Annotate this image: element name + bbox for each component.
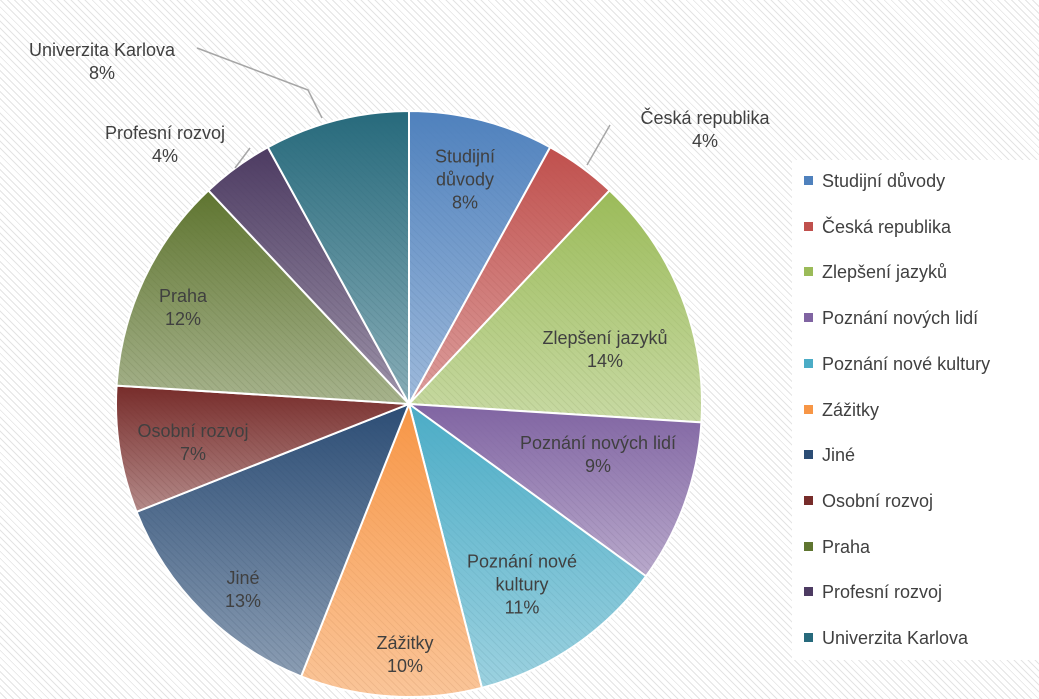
- legend-label: Praha: [822, 536, 871, 557]
- legend-item: Profesní rozvoj: [804, 582, 942, 603]
- legend-item: Poznání nové kultury: [804, 354, 990, 375]
- pie-slice: [115, 188, 412, 406]
- data-label: Univerzita Karlova 8%: [29, 39, 175, 85]
- legend-label: Studijní důvody: [822, 171, 946, 191]
- legend-item: Česká republika: [804, 217, 951, 238]
- data-label: Poznání nových lidí 9%: [520, 432, 676, 478]
- category-label: Zážitky: [376, 633, 434, 653]
- legend-item: Praha: [804, 537, 870, 558]
- legend-label: Univerzita Karlova: [822, 628, 969, 648]
- legend-item: Zlepšení jazyků: [804, 262, 947, 283]
- legend-swatch: [804, 587, 813, 597]
- legend: Studijní důvody Česká republika Zlepšení j…: [792, 160, 1039, 660]
- legend-label: Osobní rozvoj: [822, 490, 934, 511]
- category-label: Poznání nové kultury: [466, 551, 578, 595]
- category-label: Univerzita Karlova: [28, 40, 176, 60]
- value-label: 13%: [224, 591, 262, 611]
- category-label: Česká republika: [640, 108, 770, 128]
- value-label: 4%: [691, 131, 719, 151]
- value-label: 11%: [504, 597, 540, 618]
- pie-slice: [299, 400, 484, 698]
- data-label: Česká republika 4%: [640, 107, 769, 153]
- pie-slice: [405, 402, 703, 578]
- legend-label: Zážitky: [822, 399, 880, 420]
- legend-swatch: [804, 313, 813, 323]
- legend-item: Zážitky: [804, 400, 879, 421]
- pie-slice: [407, 401, 648, 690]
- data-label: Zážitky 10%: [376, 632, 433, 678]
- legend-label: Poznání nové kultury: [822, 353, 991, 374]
- category-label: Poznání nových lidí: [519, 433, 677, 453]
- legend-item: Studijní důvody: [804, 171, 945, 192]
- legend-item: Poznání nových lidí: [804, 308, 978, 329]
- value-label: 14%: [586, 351, 624, 371]
- data-label: Studijní důvody 8%: [418, 146, 513, 215]
- data-label: Jiné 13%: [225, 567, 261, 613]
- legend-swatch: [804, 404, 813, 414]
- category-label: Jiné: [226, 568, 260, 588]
- leader-line: [234, 147, 251, 169]
- category-label: Osobní rozvoj: [137, 421, 249, 441]
- legend-swatch: [804, 358, 813, 368]
- legend-item: Osobní rozvoj: [804, 491, 933, 512]
- legend-label: Profesní rozvoj: [822, 582, 943, 603]
- legend-swatch: [804, 495, 813, 505]
- leader-line: [586, 124, 611, 166]
- category-label: Zlepšení jazyků: [542, 328, 668, 348]
- legend-item: Univerzita Karlova: [804, 628, 968, 649]
- value-label: 9%: [584, 456, 611, 476]
- category-label: Studijní důvody: [434, 146, 496, 190]
- leader-line: [196, 47, 323, 119]
- legend-swatch: [804, 633, 813, 642]
- data-label: Zlepšení jazyků 14%: [542, 327, 667, 373]
- data-label: Osobní rozvoj 7%: [137, 420, 248, 466]
- category-label: Praha: [158, 286, 208, 306]
- value-label: 8%: [451, 192, 478, 213]
- data-label: Profesní rozvoj 4%: [105, 122, 225, 168]
- pie-slice: [406, 188, 703, 424]
- pie-slice: [408, 109, 552, 405]
- category-label: Profesní rozvoj: [104, 123, 226, 143]
- data-label: Poznání nové kultury 11%: [462, 551, 582, 620]
- data-label: Praha 12%: [159, 285, 207, 331]
- legend-swatch: [804, 267, 813, 277]
- legend-swatch: [804, 176, 813, 185]
- pie-slice: [266, 109, 410, 405]
- legend-label: Jiné: [822, 445, 856, 466]
- legend-item: Jiné: [804, 445, 855, 466]
- pie-slice: [135, 402, 411, 678]
- value-label: 4%: [151, 146, 178, 166]
- legend-swatch: [804, 541, 813, 551]
- legend-label: Poznání nových lidí: [822, 308, 979, 329]
- value-label: 8%: [88, 63, 115, 83]
- legend-swatch: [804, 450, 813, 460]
- legend-swatch: [804, 221, 813, 231]
- value-label: 10%: [386, 656, 424, 676]
- legend-label: Česká republika: [822, 216, 952, 237]
- value-label: 7%: [179, 444, 206, 464]
- pie-slice: [115, 384, 410, 514]
- value-label: 12%: [164, 309, 202, 329]
- legend-label: Zlepšení jazyků: [822, 262, 948, 283]
